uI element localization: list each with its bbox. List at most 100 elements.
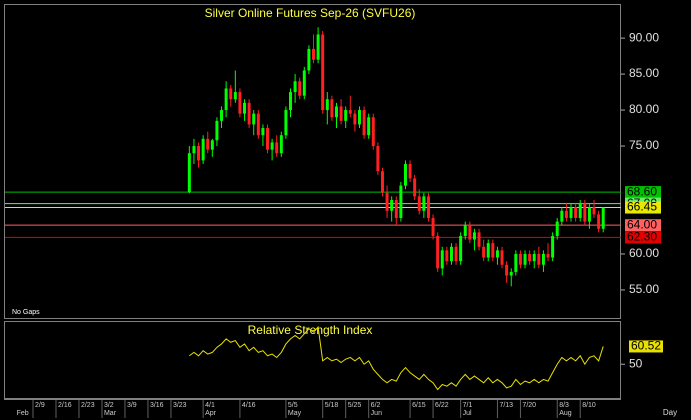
candle-body <box>371 117 375 147</box>
candle-body <box>376 146 380 172</box>
candle-body <box>302 70 306 96</box>
x-tick-label: 6/2 <box>371 402 381 409</box>
rsi-last-box <box>629 340 663 353</box>
y-tick-label: 85.00 <box>629 66 659 80</box>
x-tick-label: 7/13 <box>499 402 513 409</box>
candle-body <box>362 110 366 136</box>
x-tick-label: 6/22 <box>435 402 449 409</box>
candle-body <box>284 110 288 136</box>
candle-body <box>316 34 320 60</box>
level-box <box>625 219 661 232</box>
candle-body <box>546 253 550 258</box>
candle-body <box>551 235 555 258</box>
level-box <box>625 201 661 214</box>
x-tick-label: 8/10 <box>582 402 596 409</box>
candle-body <box>403 164 407 186</box>
month-label: Aug <box>559 410 572 417</box>
candle-body <box>532 253 536 262</box>
x-tick-label: 5/5 <box>288 402 298 409</box>
candle-body <box>459 235 463 262</box>
x-tick-label: 2/23 <box>81 402 95 409</box>
candle-body <box>279 135 283 154</box>
candle-body <box>601 207 605 229</box>
rsi-panel <box>4 321 621 399</box>
candle-body <box>206 138 210 150</box>
level-label: 62.30 <box>627 230 657 244</box>
candle-body <box>569 207 573 218</box>
level-label: 66.45 <box>627 200 657 214</box>
candle-body <box>192 146 196 154</box>
candle-body <box>597 214 601 229</box>
candle-body <box>436 235 440 269</box>
candle-body <box>270 142 274 150</box>
candle-body <box>266 128 270 150</box>
x-unit: Day <box>663 408 677 417</box>
candle-body <box>583 203 587 222</box>
candle-body <box>197 146 201 161</box>
candle-body <box>367 117 371 136</box>
candle-body <box>394 199 398 218</box>
candle-body <box>298 81 302 96</box>
candle-body <box>224 88 228 111</box>
x-tick-label: 6/15 <box>412 402 426 409</box>
month-label: Jul <box>463 410 472 417</box>
candle-body <box>491 243 495 258</box>
y-tick-label: 75.00 <box>629 138 659 152</box>
candle-body <box>353 113 357 125</box>
x-tick-label: 5/18 <box>325 402 339 409</box>
candle-body <box>574 207 578 218</box>
candle-body <box>229 88 233 100</box>
candle-body <box>413 178 417 197</box>
y-tick-label: 80.00 <box>629 102 659 116</box>
month-label: Jun <box>371 410 382 417</box>
candle-body <box>592 207 596 215</box>
candle-body <box>348 110 352 114</box>
candle-body <box>399 185 403 218</box>
candle-body <box>486 243 490 258</box>
level-box <box>625 186 661 199</box>
candle-body <box>334 106 338 118</box>
x-tick-label: 3/16 <box>150 402 164 409</box>
candle-body <box>247 102 251 125</box>
y-tick-label: 90.00 <box>629 30 659 44</box>
candle-body <box>454 246 458 262</box>
x-tick-label: 7/20 <box>522 402 536 409</box>
candle-body <box>339 106 343 121</box>
candle-body <box>482 246 486 258</box>
candle-body <box>256 113 260 136</box>
candle-body <box>468 225 472 240</box>
candle-body <box>514 253 518 272</box>
candle-body <box>560 210 564 222</box>
x-tick-label: 2/9 <box>35 402 45 409</box>
candle-body <box>541 253 545 265</box>
candle-body <box>307 48 311 71</box>
month-label: Apr <box>205 410 217 417</box>
candle-body <box>426 196 430 218</box>
candle-body <box>408 164 412 179</box>
candle-body <box>500 250 504 265</box>
candle-body <box>449 246 453 262</box>
x-tick-label: 7/1 <box>463 402 473 409</box>
candle-body <box>417 196 421 211</box>
candle-body <box>509 271 513 276</box>
y-tick-label: 55.00 <box>629 282 659 296</box>
x-tick-label: 5/25 <box>348 402 362 409</box>
candle-body <box>518 253 522 265</box>
candle-body <box>201 138 205 161</box>
price-panel <box>4 4 621 319</box>
candle-body <box>587 207 591 222</box>
x-tick-label: 8/3 <box>559 402 569 409</box>
candle-body <box>440 250 444 269</box>
candle-body <box>215 120 219 141</box>
x-tick-label: 2/16 <box>58 402 72 409</box>
candle-body <box>325 99 329 111</box>
candle-body <box>528 253 532 262</box>
candle-body <box>187 153 191 193</box>
month-label: May <box>288 410 302 417</box>
month-label: Mar <box>104 410 117 417</box>
candle-body <box>275 142 279 154</box>
candle-body <box>463 225 467 236</box>
candle-body <box>233 92 237 100</box>
